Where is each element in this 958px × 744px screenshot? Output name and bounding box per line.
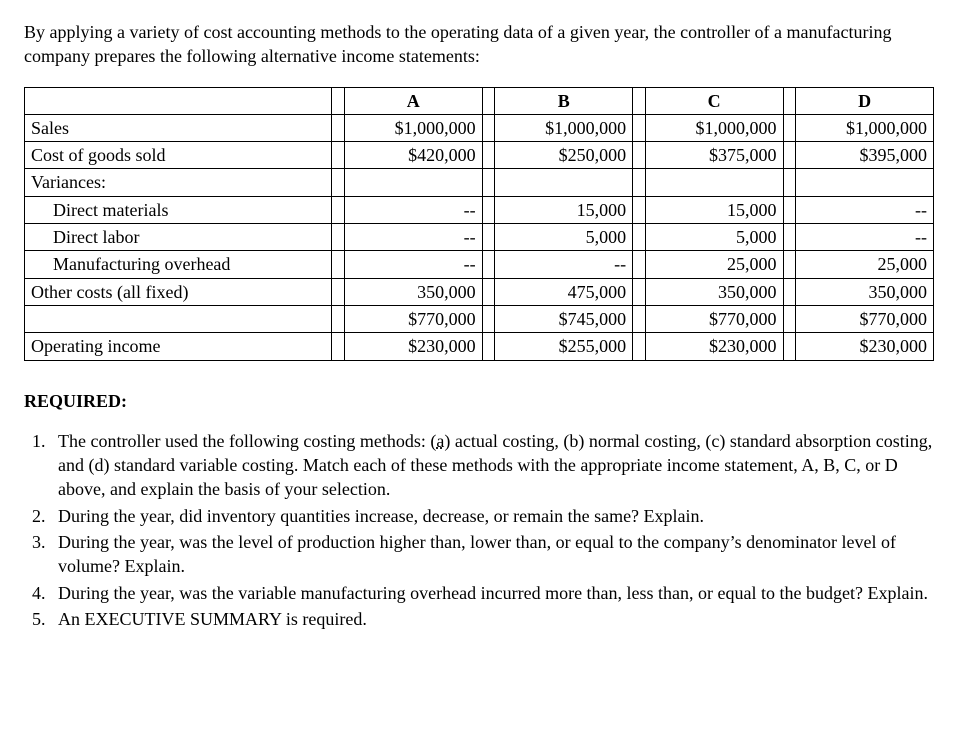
required-heading: REQUIRED: [24, 389, 934, 413]
cell-value: -- [344, 196, 482, 223]
requirement-4: During the year, was the variable manufa… [50, 581, 934, 605]
requirements-list: The controller used the following costin… [50, 429, 934, 631]
table-row: Operating income $230,000 $255,000 $230,000… [25, 333, 934, 360]
cell-value: $1,000,000 [344, 114, 482, 141]
table-row: Sales $1,000,000 $1,000,000 $1,000,000 $1,00… [25, 114, 934, 141]
cell-value: 25,000 [645, 251, 783, 278]
income-statement-table: A B C D Sales $1,000,000 $1,000,000 $1,000,… [24, 87, 934, 361]
cell-value: $375,000 [645, 142, 783, 169]
row-label: Manufacturing overhead [25, 251, 332, 278]
row-label: Direct labor [25, 224, 332, 251]
row-label: Variances: [25, 169, 332, 196]
cell-value: 15,000 [495, 196, 633, 223]
table-row: Other costs (all fixed) 350,000 475,000 350… [25, 278, 934, 305]
cell-value: -- [495, 251, 633, 278]
row-label: Other costs (all fixed) [25, 278, 332, 305]
cell-value [495, 169, 633, 196]
cell-value: 25,000 [796, 251, 934, 278]
col-header-b: B [495, 87, 633, 114]
cell-value [796, 169, 934, 196]
cell-value: -- [796, 196, 934, 223]
cell-value: $770,000 [344, 305, 482, 332]
requirement-3: During the year, was the level of produc… [50, 530, 934, 579]
cell-value: 350,000 [645, 278, 783, 305]
col-header-d: D [796, 87, 934, 114]
cell-value: $420,000 [344, 142, 482, 169]
col-header-c: C [645, 87, 783, 114]
cell-value: $1,000,000 [495, 114, 633, 141]
table-row: Cost of goods sold $420,000 $250,000 $375,0… [25, 142, 934, 169]
cell-value: 5,000 [495, 224, 633, 251]
table-row: Direct labor -- 5,000 5,000 -- [25, 224, 934, 251]
cell-value: 350,000 [344, 278, 482, 305]
cell-value: 5,000 [645, 224, 783, 251]
cell-value: 350,000 [796, 278, 934, 305]
cell-value [344, 169, 482, 196]
cell-value: 15,000 [645, 196, 783, 223]
row-label: Operating income [25, 333, 332, 360]
col-header-a: A [344, 87, 482, 114]
cell-value [645, 169, 783, 196]
cell-value: $395,000 [796, 142, 934, 169]
table-row: Variances: [25, 169, 934, 196]
table-row: Direct materials -- 15,000 15,000 -- [25, 196, 934, 223]
q1-pre: The controller used the following costin… [58, 431, 436, 451]
cell-value: 475,000 [495, 278, 633, 305]
cell-value: $250,000 [495, 142, 633, 169]
cell-value: $230,000 [796, 333, 934, 360]
requirement-5: An EXECUTIVE SUMMARY is required. [50, 607, 934, 631]
cell-value: $230,000 [344, 333, 482, 360]
cell-value: -- [344, 224, 482, 251]
header-row: A B C D [25, 87, 934, 114]
intro-paragraph: By applying a variety of cost accounting… [24, 20, 934, 69]
cell-value: $770,000 [645, 305, 783, 332]
table-row: $770,000 $745,000 $770,000 $770,000 [25, 305, 934, 332]
cell-value: $1,000,000 [645, 114, 783, 141]
requirement-2: During the year, did inventory quantitie… [50, 504, 934, 528]
header-blank [25, 87, 332, 114]
table-row: Manufacturing overhead -- -- 25,000 25,000 [25, 251, 934, 278]
cell-value: $770,000 [796, 305, 934, 332]
cell-value: $230,000 [645, 333, 783, 360]
cell-value: $745,000 [495, 305, 633, 332]
cell-value: -- [796, 224, 934, 251]
row-label: Cost of goods sold [25, 142, 332, 169]
cell-value: $1,000,000 [796, 114, 934, 141]
row-label: Direct materials [25, 196, 332, 223]
cell-value: $255,000 [495, 333, 633, 360]
row-label: Sales [25, 114, 332, 141]
requirement-1: The controller used the following costin… [50, 429, 934, 502]
cell-value: -- [344, 251, 482, 278]
row-label [25, 305, 332, 332]
